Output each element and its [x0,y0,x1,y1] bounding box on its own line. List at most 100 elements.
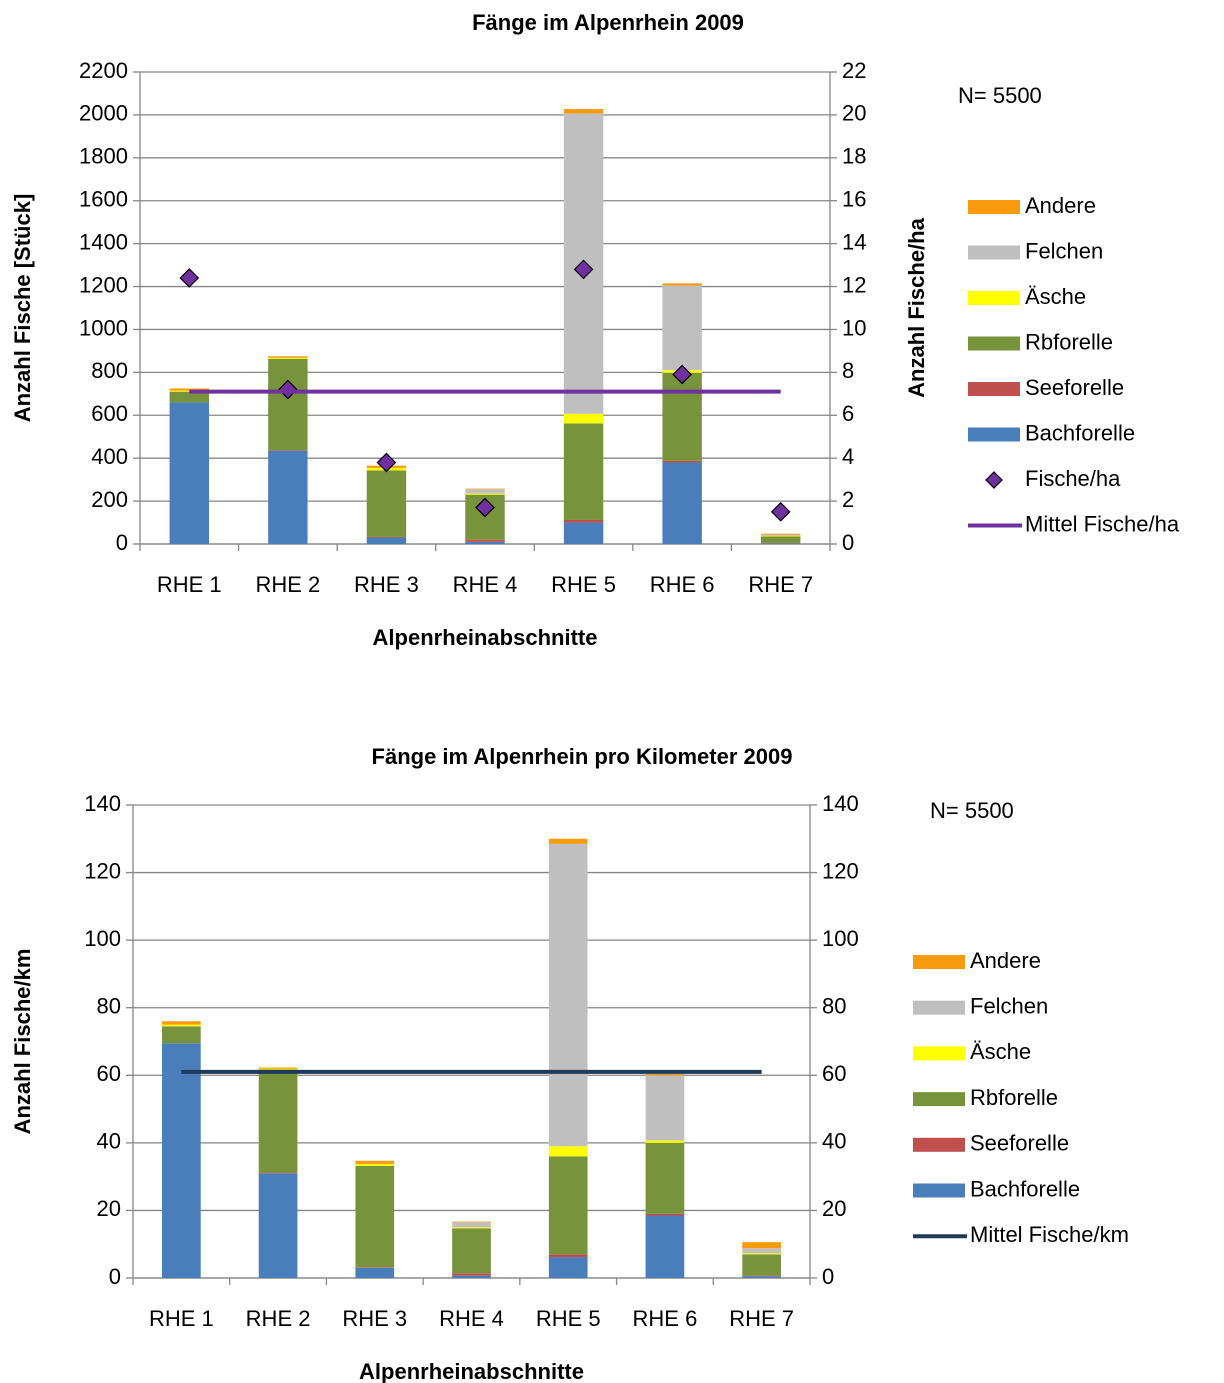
bar-segment [742,1253,781,1255]
bar-segment [662,462,702,544]
y-tick-label: 60 [97,1061,121,1086]
legend-swatch [913,1137,965,1152]
point [770,501,791,522]
y2-tick-label: 140 [822,791,859,816]
legend-label: Mittel Fische/km [970,1222,1129,1247]
bar-segment [268,358,308,451]
bar-segment [645,1075,685,1141]
legend-label: Rbforelle [970,1085,1058,1110]
y2-tick-label: 6 [842,401,854,426]
bar-segment [465,488,505,490]
legend-label: Andere [970,948,1041,973]
bar-segment [742,1254,781,1276]
y-tick-label: 100 [84,926,121,951]
bar-segment [563,522,604,544]
legend-label: Seeforelle [1025,375,1124,400]
legend-swatch [985,471,1003,489]
bar-segment [162,1043,201,1278]
bar-segment [761,535,801,537]
bar-segment [761,536,801,543]
y-tick-label: 800 [91,358,128,383]
legend-swatch [913,955,965,969]
bar-segment [452,1222,491,1228]
point [179,268,200,288]
x-tick-label: RHE 1 [157,572,222,597]
point [475,497,495,518]
y2-tick-label: 10 [842,315,866,340]
bar-segment [452,1228,491,1274]
bar-segment [465,539,505,542]
bar-segment [268,356,308,358]
bar-segment [162,1021,201,1025]
y-tick-label: 40 [97,1129,121,1154]
legend-label: Fische/ha [1025,466,1121,491]
bar-segment [452,1227,491,1229]
point [376,452,397,473]
bar-segment [761,543,801,544]
bar-segment [563,109,604,114]
y-tick-label: 1600 [79,187,128,212]
legend-swatch [913,1000,965,1015]
bar-segment [465,489,505,494]
x-axis-label: Alpenrheinabschnitte [359,1359,584,1383]
legend-label: Felchen [970,994,1048,1019]
legend-swatch [913,1183,965,1198]
y-tick-label: 80 [97,994,121,1019]
legend-label: Mittel Fische/ha [1025,511,1180,536]
x-tick-label: RHE 3 [342,1306,407,1331]
x-axis-label: Alpenrheinabschnitte [373,625,598,650]
bar-segment [258,1067,298,1069]
y2-tick-label: 20 [842,101,866,126]
y-tick-label: 120 [84,858,121,883]
legend-swatch [913,1046,965,1061]
bar-segment [169,402,209,544]
bar-segment [258,1069,298,1173]
y2-axis-label: Anzahl Fische/ha [904,217,929,397]
y-tick-label: 140 [84,791,121,816]
bar-segment [645,1073,685,1076]
bar-segment [548,1254,588,1258]
y-tick-label: 0 [116,530,128,555]
y2-tick-label: 8 [842,358,854,383]
y2-tick-label: 18 [842,144,866,169]
bar-segment [366,537,407,544]
bar-segment [268,450,308,451]
bar-segment [355,1165,395,1268]
bar-segment [645,1140,685,1143]
y2-tick-label: 16 [842,187,866,212]
bar-segment [465,541,505,544]
point [278,379,298,400]
y2-tick-label: 120 [822,858,859,883]
bar-segment [548,1257,588,1278]
x-tick-label: RHE 5 [551,572,616,597]
y-tick-label: 1000 [79,315,128,340]
bar-segment [355,1164,395,1166]
bar-segment [742,1242,781,1249]
bar-segment [662,460,702,463]
bar-segment [761,533,801,535]
legend-swatch [968,245,1020,260]
y-tick-label: 2000 [79,101,128,126]
x-tick-label: RHE 4 [439,1306,504,1331]
y2-tick-label: 14 [842,229,866,254]
bar-segment [563,413,604,424]
legend-swatch [913,1092,965,1107]
bar-segment [548,843,588,1147]
y2-tick-label: 20 [822,1196,846,1221]
bar-segment [268,357,308,359]
bar-segment [162,1024,201,1027]
bar-segment [169,391,209,403]
x-tick-label: RHE 2 [246,1306,311,1331]
point [573,259,594,280]
legend-label: Andere [1025,193,1096,218]
y2-tick-label: 22 [842,58,866,83]
y-tick-label: 1400 [79,229,128,254]
x-tick-label: RHE 6 [633,1306,698,1331]
bar-segment [258,1172,298,1174]
legend-label: Felchen [1025,238,1103,263]
y2-tick-label: 0 [842,530,854,555]
y2-tick-label: 2 [842,487,854,512]
bar-segment [548,838,588,844]
bar-segment [258,1068,298,1070]
legend-label: Bachforelle [1025,420,1135,445]
